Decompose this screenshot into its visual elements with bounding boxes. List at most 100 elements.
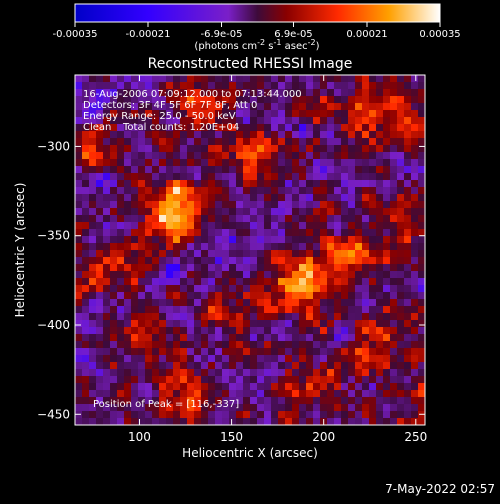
heatmap-cell bbox=[166, 229, 174, 237]
heatmap-cell bbox=[131, 229, 139, 237]
heatmap-cell bbox=[222, 334, 230, 342]
heatmap-cell bbox=[376, 250, 384, 258]
heatmap-cell bbox=[348, 96, 356, 104]
heatmap-cell bbox=[257, 285, 265, 293]
colorbar-tick-label: -0.00021 bbox=[126, 29, 171, 40]
heatmap-cell bbox=[278, 264, 286, 272]
heatmap-cell bbox=[152, 264, 160, 272]
heatmap-cell bbox=[75, 124, 83, 132]
heatmap-cell bbox=[397, 250, 405, 258]
heatmap-cell bbox=[187, 229, 195, 237]
heatmap-cell bbox=[124, 187, 132, 195]
heatmap-cell bbox=[404, 131, 412, 139]
heatmap-cell bbox=[180, 313, 188, 321]
heatmap-cell bbox=[194, 285, 202, 293]
heatmap-cell bbox=[117, 327, 125, 335]
heatmap-cell bbox=[180, 166, 188, 174]
heatmap-cell bbox=[96, 299, 104, 307]
heatmap-cell bbox=[376, 89, 384, 97]
heatmap-cell bbox=[390, 96, 398, 104]
heatmap-cell bbox=[215, 243, 223, 251]
heatmap-cell bbox=[110, 215, 118, 223]
heatmap-cell bbox=[362, 257, 370, 265]
heatmap-cell bbox=[376, 173, 384, 181]
heatmap-cell bbox=[404, 110, 412, 118]
heatmap-cell bbox=[257, 103, 265, 111]
heatmap-cell bbox=[117, 82, 125, 90]
heatmap-cell bbox=[110, 411, 118, 419]
heatmap-cell bbox=[208, 299, 216, 307]
heatmap-cell bbox=[145, 173, 153, 181]
heatmap-cell bbox=[299, 362, 307, 370]
heatmap-cell bbox=[390, 334, 398, 342]
heatmap-cell bbox=[215, 110, 223, 118]
heatmap-cell bbox=[285, 124, 293, 132]
heatmap-cell bbox=[145, 376, 153, 384]
heatmap-cell bbox=[194, 397, 202, 405]
heatmap-cell bbox=[355, 341, 363, 349]
heatmap-cell bbox=[397, 355, 405, 363]
heatmap-cell bbox=[75, 82, 83, 90]
heatmap-cell bbox=[96, 124, 104, 132]
heatmap-cell bbox=[257, 96, 265, 104]
heatmap-cell bbox=[411, 236, 419, 244]
heatmap-cell bbox=[145, 348, 153, 356]
heatmap-cell bbox=[257, 348, 265, 356]
heatmap-cell bbox=[138, 89, 146, 97]
heatmap-cell bbox=[341, 390, 349, 398]
heatmap-cell bbox=[376, 355, 384, 363]
heatmap-cell bbox=[194, 82, 202, 90]
heatmap-cell bbox=[89, 215, 97, 223]
heatmap-cell bbox=[327, 320, 335, 328]
heatmap-cell bbox=[201, 313, 209, 321]
heatmap-cell bbox=[278, 348, 286, 356]
heatmap-cell bbox=[383, 166, 391, 174]
heatmap-cell bbox=[96, 110, 104, 118]
heatmap-cell bbox=[334, 145, 342, 153]
heatmap-cell bbox=[236, 173, 244, 181]
heatmap-cell bbox=[369, 411, 377, 419]
heatmap-cell bbox=[145, 152, 153, 160]
heatmap-cell bbox=[194, 229, 202, 237]
heatmap-cell bbox=[166, 278, 174, 286]
heatmap-cell bbox=[334, 250, 342, 258]
heatmap-cell bbox=[96, 348, 104, 356]
heatmap-cell bbox=[278, 159, 286, 167]
heatmap-cell bbox=[173, 75, 181, 83]
heatmap-cell bbox=[341, 159, 349, 167]
heatmap-cell bbox=[362, 215, 370, 223]
heatmap-cell bbox=[334, 404, 342, 412]
heatmap-cell bbox=[285, 271, 293, 279]
heatmap-cell bbox=[313, 334, 321, 342]
heatmap-cell bbox=[397, 229, 405, 237]
heatmap-cell bbox=[117, 369, 125, 377]
heatmap-cell bbox=[250, 194, 258, 202]
heatmap-cell bbox=[257, 320, 265, 328]
heatmap-cell bbox=[257, 390, 265, 398]
heatmap-cell bbox=[348, 278, 356, 286]
heatmap-cell bbox=[173, 229, 181, 237]
heatmap-cell bbox=[264, 208, 272, 216]
heatmap-cell bbox=[404, 327, 412, 335]
heatmap-cell bbox=[250, 243, 258, 251]
heatmap-cell bbox=[320, 201, 328, 209]
heatmap-cell bbox=[334, 348, 342, 356]
heatmap-cell bbox=[180, 75, 188, 83]
heatmap-cell bbox=[285, 250, 293, 258]
heatmap-cell bbox=[201, 334, 209, 342]
heatmap-cell bbox=[390, 222, 398, 230]
heatmap-cell bbox=[355, 208, 363, 216]
heatmap-cell bbox=[187, 390, 195, 398]
heatmap-cell bbox=[222, 257, 230, 265]
heatmap-cell bbox=[215, 180, 223, 188]
heatmap-cell bbox=[292, 243, 300, 251]
heatmap-cell bbox=[299, 180, 307, 188]
heatmap-cell bbox=[257, 418, 265, 426]
heatmap-cell bbox=[348, 341, 356, 349]
heatmap-cell bbox=[75, 145, 83, 153]
heatmap-cell bbox=[180, 334, 188, 342]
heatmap-cell bbox=[201, 208, 209, 216]
heatmap-cell bbox=[166, 348, 174, 356]
heatmap-cell bbox=[236, 166, 244, 174]
annotation-counts: Total counts: 1.20E+04 bbox=[122, 122, 239, 133]
